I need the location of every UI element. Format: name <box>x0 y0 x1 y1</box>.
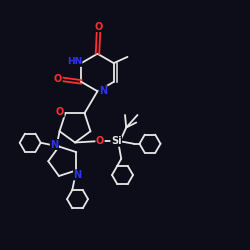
Text: O: O <box>94 22 103 32</box>
Text: N: N <box>50 140 58 149</box>
Text: N: N <box>74 170 82 180</box>
Text: Si: Si <box>111 136 122 146</box>
Text: O: O <box>54 74 62 85</box>
Text: O: O <box>96 136 104 146</box>
Text: HN: HN <box>67 58 82 66</box>
Text: N: N <box>99 86 107 96</box>
Text: O: O <box>56 107 64 117</box>
